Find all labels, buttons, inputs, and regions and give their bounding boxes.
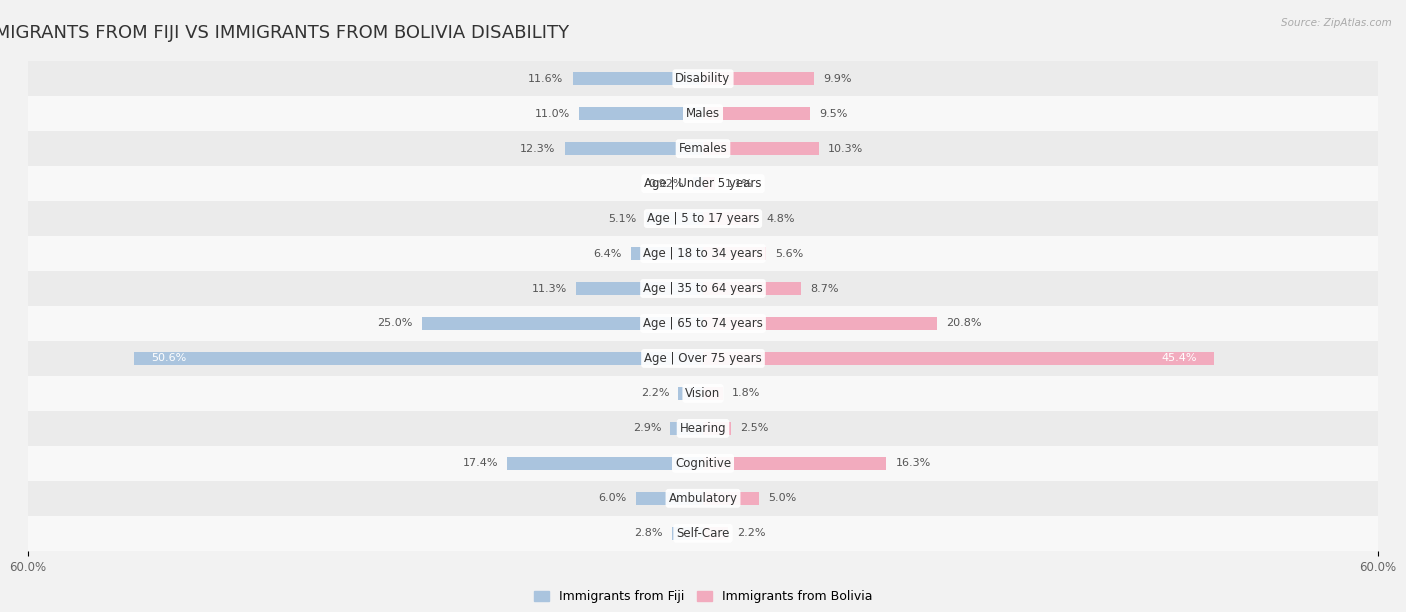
Text: 5.0%: 5.0% — [768, 493, 796, 503]
Text: Cognitive: Cognitive — [675, 457, 731, 470]
Text: Source: ZipAtlas.com: Source: ZipAtlas.com — [1281, 18, 1392, 28]
Bar — [576, 282, 703, 295]
Text: 5.1%: 5.1% — [609, 214, 637, 223]
Text: 5.6%: 5.6% — [775, 248, 803, 258]
Text: 25.0%: 25.0% — [377, 318, 413, 329]
Bar — [671, 422, 703, 435]
Bar — [28, 516, 1378, 551]
Text: Age | 35 to 64 years: Age | 35 to 64 years — [643, 282, 763, 295]
Bar — [28, 166, 1378, 201]
Bar — [28, 96, 1378, 131]
Bar — [631, 247, 703, 260]
Text: 17.4%: 17.4% — [463, 458, 498, 468]
Text: 11.6%: 11.6% — [529, 73, 564, 84]
Text: 4.8%: 4.8% — [766, 214, 794, 223]
Bar — [28, 61, 1378, 96]
Text: 20.8%: 20.8% — [946, 318, 981, 329]
Text: Age | 18 to 34 years: Age | 18 to 34 years — [643, 247, 763, 260]
Bar — [28, 481, 1378, 516]
Bar — [134, 352, 703, 365]
Bar — [703, 422, 731, 435]
Bar — [703, 317, 936, 330]
Text: 45.4%: 45.4% — [1161, 354, 1197, 364]
Bar — [703, 142, 818, 155]
Bar — [28, 411, 1378, 446]
Bar — [28, 131, 1378, 166]
Text: 50.6%: 50.6% — [150, 354, 186, 364]
Legend: Immigrants from Fiji, Immigrants from Bolivia: Immigrants from Fiji, Immigrants from Bo… — [529, 585, 877, 608]
Text: Age | Under 5 years: Age | Under 5 years — [644, 177, 762, 190]
Bar — [703, 177, 716, 190]
Text: 12.3%: 12.3% — [520, 144, 555, 154]
Bar — [565, 142, 703, 155]
Text: 8.7%: 8.7% — [810, 283, 838, 294]
Text: 10.3%: 10.3% — [828, 144, 863, 154]
Text: 2.8%: 2.8% — [634, 528, 662, 539]
Bar — [28, 341, 1378, 376]
Bar — [28, 201, 1378, 236]
Bar — [703, 212, 756, 225]
Text: Ambulatory: Ambulatory — [668, 492, 738, 505]
Text: 16.3%: 16.3% — [896, 458, 931, 468]
Bar — [28, 306, 1378, 341]
Text: 0.92%: 0.92% — [648, 179, 683, 188]
Text: Age | 65 to 74 years: Age | 65 to 74 years — [643, 317, 763, 330]
Bar — [703, 247, 766, 260]
Bar — [572, 72, 703, 85]
Text: 2.2%: 2.2% — [737, 528, 765, 539]
Text: Age | Over 75 years: Age | Over 75 years — [644, 352, 762, 365]
Bar — [422, 317, 703, 330]
Bar — [703, 282, 801, 295]
Bar — [693, 177, 703, 190]
Bar — [645, 212, 703, 225]
Text: 9.5%: 9.5% — [818, 109, 848, 119]
Text: Females: Females — [679, 142, 727, 155]
Text: 2.9%: 2.9% — [633, 424, 661, 433]
Text: Self-Care: Self-Care — [676, 527, 730, 540]
Bar — [703, 352, 1213, 365]
Bar — [703, 72, 814, 85]
Text: Age | 5 to 17 years: Age | 5 to 17 years — [647, 212, 759, 225]
Text: 6.0%: 6.0% — [599, 493, 627, 503]
Bar — [703, 107, 810, 121]
Text: 11.0%: 11.0% — [536, 109, 571, 119]
Bar — [28, 446, 1378, 481]
Bar — [672, 527, 703, 540]
Bar — [508, 457, 703, 470]
Bar — [703, 387, 723, 400]
Text: 9.9%: 9.9% — [824, 73, 852, 84]
Text: Hearing: Hearing — [679, 422, 727, 435]
Text: Vision: Vision — [685, 387, 721, 400]
Bar — [703, 491, 759, 505]
Text: 6.4%: 6.4% — [593, 248, 621, 258]
Bar — [636, 491, 703, 505]
Text: IMMIGRANTS FROM FIJI VS IMMIGRANTS FROM BOLIVIA DISABILITY: IMMIGRANTS FROM FIJI VS IMMIGRANTS FROM … — [0, 24, 569, 42]
Text: 2.5%: 2.5% — [740, 424, 769, 433]
Bar — [28, 271, 1378, 306]
Bar — [678, 387, 703, 400]
Bar — [703, 527, 728, 540]
Bar — [28, 376, 1378, 411]
Bar — [28, 236, 1378, 271]
Text: Males: Males — [686, 107, 720, 120]
Bar — [703, 457, 886, 470]
Bar — [579, 107, 703, 121]
Text: 2.2%: 2.2% — [641, 389, 669, 398]
Text: 1.1%: 1.1% — [724, 179, 752, 188]
Text: 11.3%: 11.3% — [531, 283, 567, 294]
Text: 1.8%: 1.8% — [733, 389, 761, 398]
Text: Disability: Disability — [675, 72, 731, 85]
